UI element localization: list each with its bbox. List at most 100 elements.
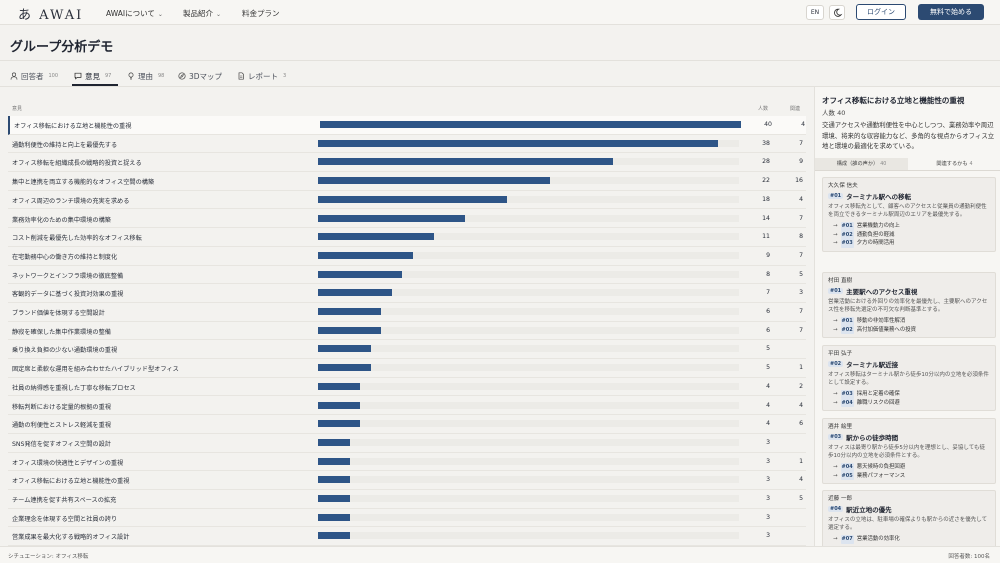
tab-report[interactable]: レポート 3: [237, 69, 286, 83]
row-opinion-label: 社員の納得感を重視した丁寧な移転プロセス: [12, 384, 136, 392]
column-header-count[interactable]: 人数: [758, 106, 769, 112]
row-count: 11: [762, 233, 770, 241]
panel-count: 人数 40: [822, 109, 846, 117]
reason-text: 悪天候時の負担回避: [856, 464, 906, 471]
table-row[interactable]: 通勤の利便性とストレス軽減を重視 4 6: [8, 415, 806, 434]
row-opinion-label: オフィス周辺のランチ環境の充実を求める: [12, 197, 130, 205]
table-row[interactable]: 在宅勤務中心の働き方の維持と制度化 9 7: [8, 247, 806, 266]
table-row[interactable]: 社員の納得感を重視した丁寧な移転プロセス 4 2: [8, 378, 806, 397]
row-related-count: 4: [799, 195, 803, 203]
reason-link[interactable]: → #04 離職リスクの回避: [828, 398, 990, 408]
table-row[interactable]: 客観的データに基づく投資対効果の重視 7 3: [8, 284, 806, 303]
tab-reasons[interactable]: 理由 98: [127, 69, 164, 83]
voice-card[interactable]: 近藤 一郎 #04 駅近立地の優先 オフィスの立地は、駐車場の確保よりも駅からの近さを…: [822, 490, 996, 548]
table-row[interactable]: オフィス移転を組織成長の戦略的投資と捉える 28 9: [8, 153, 806, 173]
row-count: 9: [766, 251, 770, 259]
table-row[interactable]: オフィス周辺のランチ環境の充実を求める 18 4: [8, 191, 806, 210]
voice-card[interactable]: 村田 直樹 #01 主要駅へのアクセス重視 営業活動における外回りの効率化を最優先し、…: [822, 272, 996, 339]
nav-pricing[interactable]: 料金プラン: [242, 8, 280, 19]
tab-3d-map[interactable]: 3Dマップ: [178, 69, 222, 83]
table-row[interactable]: オフィス移転における立地と機能性の重視 40 4: [8, 116, 806, 135]
row-opinion-label: SNS発信を促すオフィス空間の設計: [12, 440, 111, 448]
reason-link[interactable]: → #02 通勤負担の軽減: [828, 230, 990, 240]
count-bar: [318, 513, 350, 521]
tab-3d-map-label: 3Dマップ: [189, 71, 223, 81]
tab-opinions[interactable]: 意見 97: [74, 69, 111, 83]
page-title: グループ分析デモ: [10, 40, 114, 55]
table-row[interactable]: SNS発信を促すオフィス空間の設計 3: [8, 434, 806, 453]
card-author: 大久保 信夫: [828, 183, 858, 189]
count-bar: [318, 308, 382, 315]
reason-link[interactable]: → #01 営業機動力の向上: [828, 222, 990, 231]
table-row[interactable]: オフィス移転における立地と機能性の重視 3 4: [8, 471, 806, 490]
respondent-count: 回答者数: 100名: [948, 554, 990, 560]
count-bar: [318, 382, 361, 390]
row-count: 3: [766, 513, 770, 521]
voice-card[interactable]: 大久保 信夫 #01 ターミナル駅への移転 オフィス移転先として、顧客へのアクセスと従…: [822, 177, 996, 252]
arrow-right-icon: →: [833, 231, 838, 238]
count-bar: [318, 289, 392, 297]
column-header-related[interactable]: 関連: [790, 106, 801, 112]
count-bar: [318, 233, 434, 241]
reason-link[interactable]: → #04 悪天候時の負担回避: [828, 463, 990, 472]
app-logo[interactable]: あ AWAI: [18, 8, 84, 23]
table-row[interactable]: 集中と連携を両立する機能的なオフィス空間の構築 22 16: [8, 172, 806, 191]
card-header: #02 ターミナル駅近接: [828, 359, 990, 369]
table-row[interactable]: 静寂を確保した集中作業環境の整備 6 7: [8, 322, 806, 341]
reason-tag: #02: [840, 325, 854, 335]
table-row[interactable]: 通勤利便性の維持と向上を最優先する 38 7: [8, 135, 806, 154]
bar-track: [318, 289, 739, 297]
reason-text: 営業機動力の向上: [856, 223, 900, 230]
card-body: オフィス移転先として、顧客へのアクセスと従業員の通勤利便性を両立できるターミナル…: [828, 204, 987, 219]
panel-tab-related[interactable]: 関連するかも 4: [908, 158, 1000, 170]
language-toggle[interactable]: EN: [806, 5, 824, 20]
row-related-count: 8: [799, 233, 803, 241]
speech-bubble-icon: [74, 72, 82, 80]
row-count: 5: [766, 364, 770, 372]
voice-card[interactable]: 平田 弘子 #02 ターミナル駅近接 オフィス移転はターミナル駅から徒歩10分以内の立…: [822, 345, 996, 412]
table-row[interactable]: 移転判断における定量的根拠の重視 4 4: [8, 397, 806, 416]
table-row[interactable]: ブランド価値を体現する空間設計 6 7: [8, 303, 806, 322]
tab-reasons-label: 理由: [138, 71, 153, 81]
reason-link[interactable]: → #02 高付加価値業務への投資: [828, 325, 990, 335]
bar-track: [318, 401, 739, 409]
nav-about[interactable]: AWAIについて ⌄: [106, 8, 163, 19]
table-row[interactable]: 企業理念を体現する空間と社員の誇り 3: [8, 509, 806, 528]
panel-title: オフィス移転における立地と機能性の重視: [822, 96, 965, 105]
panel-tab-composition[interactable]: 構成（誰の声か） 40: [815, 158, 908, 170]
reason-link[interactable]: → #07 営業活動の効率化: [828, 535, 990, 544]
card-header: #04 駅近立地の優先: [828, 504, 990, 514]
start-free-button[interactable]: 無料で始める: [918, 4, 984, 20]
login-button[interactable]: ログイン: [856, 4, 906, 20]
reason-text: 夕方の時間活用: [856, 240, 895, 247]
table-row[interactable]: 乗り換え負担の少ない通勤環境の重視 5: [8, 340, 806, 360]
voice-card[interactable]: 酒井 絵里 #03 駅からの徒歩時間 オフィスは最寄り駅から徒歩5分以内を理想とし、妥…: [822, 418, 996, 485]
count-bar: [318, 214, 466, 222]
table-row[interactable]: 営業成果を最大化する戦略的オフィス設計 3: [8, 527, 806, 547]
nav-products[interactable]: 製品紹介 ⌄: [183, 8, 221, 19]
theme-toggle[interactable]: [829, 5, 845, 20]
reason-link[interactable]: → #03 採用と定着の確保: [828, 390, 990, 399]
table-row[interactable]: チーム連携を促す共有スペースの拡充 3 5: [8, 490, 806, 509]
bar-track: [318, 513, 739, 521]
reason-link[interactable]: → #01 移動の非効率性解消: [828, 317, 990, 326]
row-related-count: 5: [799, 270, 803, 278]
table-row[interactable]: コスト削減を最優先した効率的なオフィス移転 11 8: [8, 228, 806, 247]
tab-respondents-count: 100: [48, 73, 59, 79]
status-bar: シチュエーション: オフィス移転 回答者数: 100名: [0, 546, 1000, 563]
row-opinion-label: チーム連携を促す共有スペースの拡充: [12, 497, 117, 504]
reason-text: 高付加価値業務への投資: [856, 326, 916, 333]
table-row[interactable]: 業務効率化のための集中環境の構築 14 7: [8, 210, 806, 229]
table-row[interactable]: 固定席と柔軟な運用を組み合わせたハイブリッド型オフィス 5 1: [8, 359, 806, 378]
row-count: 3: [766, 495, 770, 502]
card-author: 村田 直樹: [828, 278, 853, 284]
reason-text: 採用と定着の確保: [856, 391, 900, 398]
table-row[interactable]: オフィス環境の快適性とデザインの重視 3 1: [8, 453, 806, 472]
bar-track: [318, 476, 739, 484]
row-opinion-label: 企業理念を体現する空間と社員の誇り: [12, 515, 118, 523]
table-row[interactable]: ネットワークとインフラ環境の徹底整備 8 5: [8, 266, 806, 285]
arrow-right-icon: →: [833, 464, 838, 471]
reason-link[interactable]: → #03 夕方の時間活用: [828, 239, 990, 248]
tab-respondents[interactable]: 回答者 100: [10, 69, 58, 83]
reason-link[interactable]: → #05 業務パフォーマンス: [828, 471, 990, 481]
